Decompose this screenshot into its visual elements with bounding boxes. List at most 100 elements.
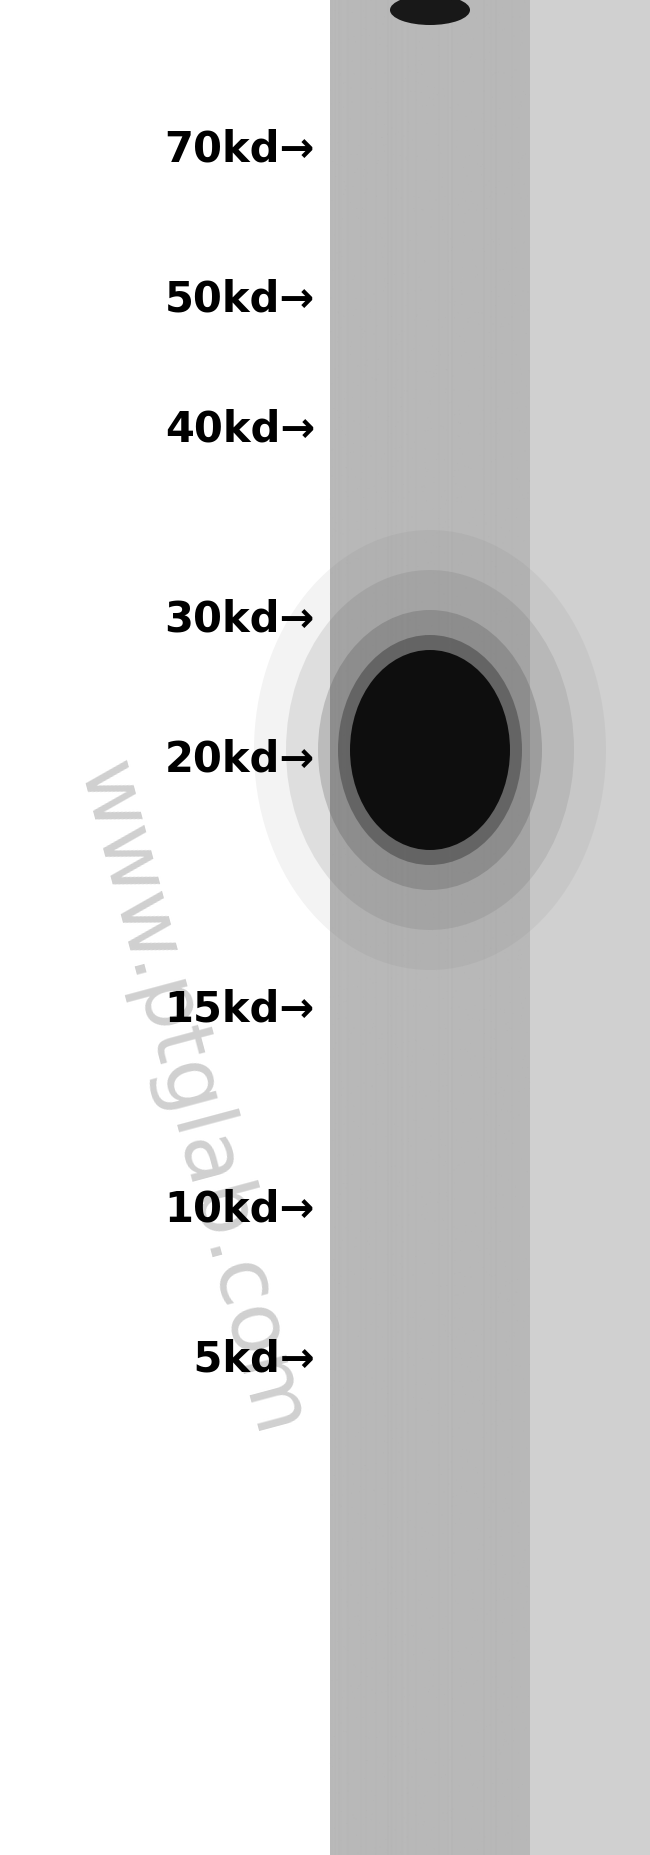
Point [325, 1354, 335, 1384]
Point [346, 399, 356, 429]
Point [357, 20, 367, 50]
Point [329, 393, 339, 423]
Point [496, 1721, 506, 1751]
Point [335, 1180, 345, 1209]
Point [406, 336, 417, 365]
Point [430, 1760, 440, 1790]
Point [478, 1313, 489, 1343]
Point [463, 837, 473, 866]
Point [498, 492, 508, 521]
Point [330, 1087, 341, 1117]
Point [500, 994, 510, 1024]
Point [428, 80, 439, 109]
Point [436, 928, 446, 957]
Point [458, 1701, 469, 1731]
Point [493, 1282, 504, 1311]
Point [427, 877, 437, 907]
Point [370, 1675, 381, 1705]
Point [454, 1414, 464, 1443]
Point [422, 514, 433, 544]
Point [450, 1237, 460, 1267]
Point [441, 588, 452, 618]
Point [357, 193, 367, 223]
Point [390, 1310, 400, 1339]
Point [444, 1469, 454, 1499]
Point [425, 1490, 436, 1519]
Point [369, 748, 380, 777]
Point [471, 59, 482, 89]
Point [418, 929, 428, 959]
Point [362, 519, 372, 549]
Point [514, 377, 525, 406]
Point [478, 1716, 489, 1746]
Point [329, 514, 339, 544]
Point [489, 1115, 500, 1145]
Point [519, 566, 529, 595]
Point [328, 26, 339, 56]
Point [356, 1232, 367, 1261]
Point [457, 1436, 467, 1465]
Point [450, 1119, 461, 1148]
Point [420, 1248, 430, 1278]
Point [448, 1538, 459, 1567]
Point [333, 833, 343, 863]
Point [377, 915, 387, 944]
Point [416, 1794, 426, 1823]
Point [514, 473, 525, 503]
Point [333, 1339, 343, 1369]
Point [422, 1395, 433, 1425]
Point [356, 827, 367, 857]
Point [387, 714, 398, 744]
Point [375, 154, 385, 184]
Point [495, 1738, 506, 1768]
Point [515, 464, 525, 493]
Point [339, 167, 350, 197]
Point [422, 1777, 433, 1807]
Point [450, 1491, 461, 1521]
Point [512, 358, 523, 388]
Point [458, 67, 469, 96]
Point [425, 579, 436, 608]
Point [338, 1276, 348, 1306]
Point [497, 397, 507, 427]
Point [396, 369, 406, 399]
Point [443, 208, 454, 237]
Point [340, 174, 350, 204]
Point [386, 1011, 396, 1041]
Point [449, 748, 460, 777]
Point [445, 1477, 455, 1506]
Point [327, 807, 337, 837]
Point [406, 1610, 417, 1640]
Point [408, 1707, 419, 1736]
Point [354, 709, 365, 738]
Point [423, 130, 434, 160]
Point [504, 1542, 514, 1571]
Point [415, 965, 425, 994]
Point [369, 720, 379, 749]
Point [433, 556, 443, 586]
Point [478, 762, 488, 792]
Point [448, 1482, 458, 1512]
Point [359, 221, 370, 250]
Point [354, 204, 364, 234]
Point [385, 1590, 396, 1619]
Point [421, 1081, 432, 1111]
Point [351, 1222, 361, 1252]
Point [349, 59, 359, 89]
Point [459, 76, 469, 106]
Point [437, 173, 447, 202]
Point [454, 74, 464, 104]
Point [357, 349, 367, 378]
Point [433, 124, 443, 154]
Point [476, 104, 487, 134]
Point [380, 1423, 391, 1452]
Point [450, 1334, 461, 1363]
Point [474, 1362, 484, 1391]
Point [364, 807, 374, 837]
Point [447, 1820, 458, 1849]
Point [367, 1198, 378, 1228]
Point [514, 1117, 525, 1146]
Point [505, 1779, 515, 1809]
Point [467, 716, 478, 746]
Point [421, 766, 432, 796]
